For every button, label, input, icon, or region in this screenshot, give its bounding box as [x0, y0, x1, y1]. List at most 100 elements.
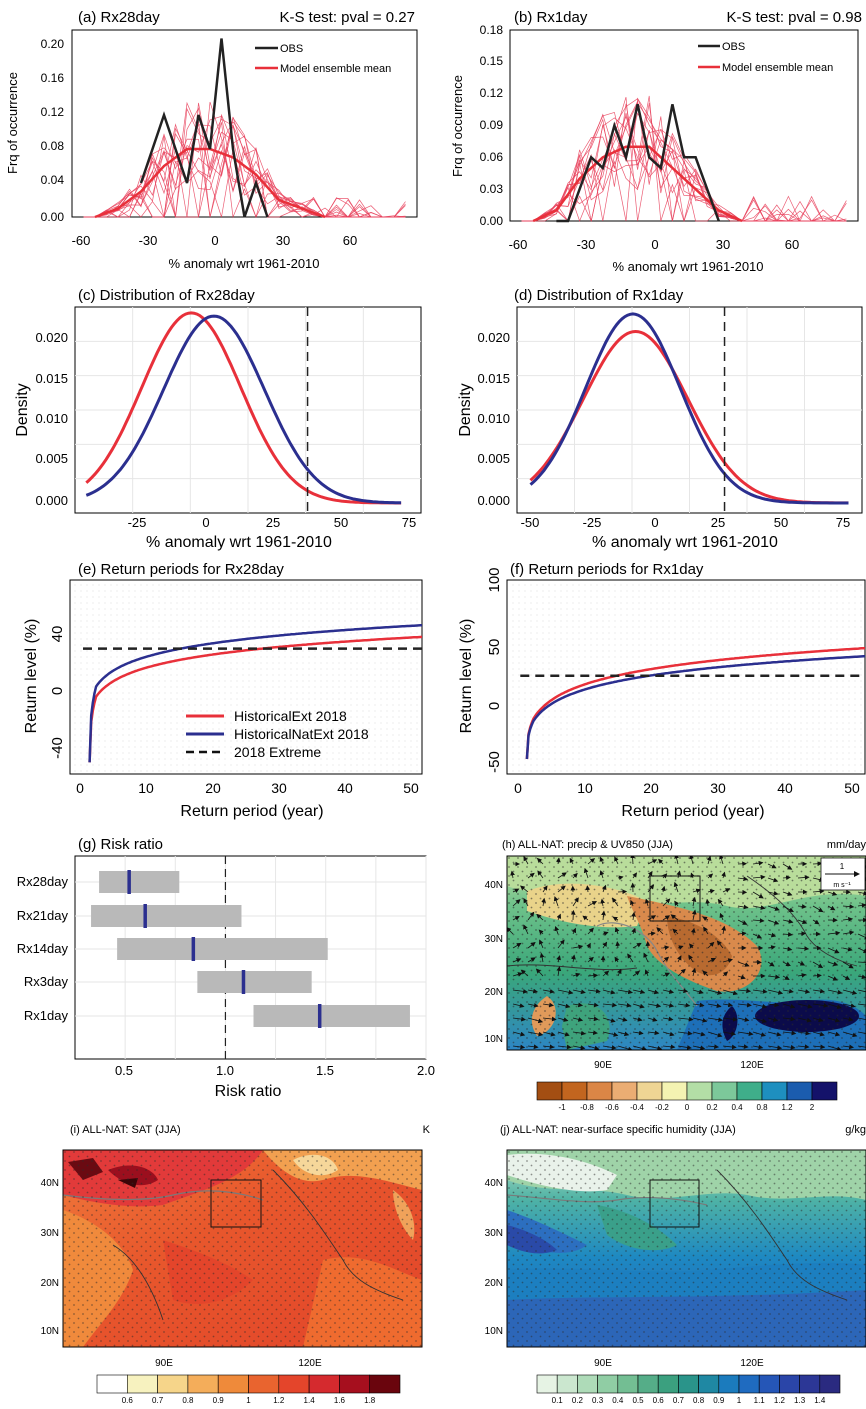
panel-g-title: (g) Risk ratio	[78, 836, 163, 853]
svg-text:40: 40	[337, 780, 353, 796]
svg-text:20: 20	[643, 780, 659, 796]
colorbar-tick: 0.8	[182, 1396, 194, 1405]
colorbar-tick: 0.8	[693, 1396, 705, 1405]
panel-e-xticks: 0 10 20 30 40 50	[76, 780, 419, 796]
panel-c-ylabel: Density	[14, 383, 31, 436]
panel-j: (j) ALL-NAT: near-surface specific humid…	[485, 1124, 866, 1405]
colorbar-tick: 0.6	[653, 1396, 665, 1405]
svg-text:50: 50	[403, 780, 419, 796]
panel-f-yticks: -50 0 50 100	[486, 567, 503, 772]
colorbar-tick: 1.6	[334, 1396, 346, 1405]
svg-text:-30: -30	[139, 233, 158, 248]
colorbar-tick: -0.8	[580, 1103, 594, 1112]
svg-text:0.12: 0.12	[480, 86, 504, 100]
svg-text:10: 10	[138, 780, 154, 796]
panel-i: (i) ALL-NAT: SAT (JJA) K 40N 30N 20N 10N	[41, 1124, 431, 1405]
panel-h-map: 1 m s⁻¹	[507, 856, 866, 1050]
svg-text:50: 50	[334, 515, 348, 530]
panel-h-lat: 40N 30N 20N 10N	[485, 880, 503, 1045]
panel-i-map	[63, 1150, 422, 1347]
svg-text:100: 100	[486, 567, 503, 592]
panel-e-xlabel: Return period (year)	[180, 803, 323, 820]
svg-text:10: 10	[577, 780, 593, 796]
svg-text:-30: -30	[577, 237, 596, 252]
panel-e: (e) Return periods for Rx28day -40 0 40 …	[23, 561, 423, 820]
svg-text:50: 50	[844, 780, 860, 796]
panel-f-title: (f) Return periods for Rx1day	[510, 561, 704, 578]
svg-text:-40: -40	[49, 737, 66, 759]
colorbar-tick: 1.4	[814, 1396, 826, 1405]
panel-f-xlabel: Return period (year)	[621, 803, 764, 820]
svg-text:0: 0	[202, 515, 209, 530]
svg-text:0.000: 0.000	[35, 493, 68, 508]
svg-text:25: 25	[711, 515, 725, 530]
panel-h-lon: 90E 120E	[594, 1060, 764, 1071]
panel-a-legend: OBS Model ensemble mean	[255, 43, 391, 75]
panel-b-test: K-S test: pval = 0.98	[727, 9, 863, 26]
panel-g-plot	[75, 856, 427, 1059]
panel-c-yticks: 0.000 0.005 0.010 0.015 0.020	[35, 330, 68, 508]
panel-f-plot	[520, 646, 866, 760]
ensemble-member-line	[83, 127, 406, 218]
ensemble-member-line	[83, 147, 406, 219]
colorbar-tick: -0.4	[630, 1103, 644, 1112]
svg-text:30: 30	[710, 780, 726, 796]
svg-text:-50: -50	[521, 515, 540, 530]
panel-a-ylabel: Frq of occurrence	[5, 72, 20, 174]
nat-density-line	[529, 312, 849, 505]
panel-b-title: (b) Rx1day	[514, 9, 588, 26]
svg-text:2018 Extreme: 2018 Extreme	[234, 744, 321, 760]
svg-text:20N: 20N	[485, 1278, 503, 1289]
svg-text:0: 0	[651, 237, 658, 252]
colorbar-tick: 0.8	[756, 1103, 768, 1112]
panel-h-colorbar: -1 -0.8 -0.6 -0.4 -0.2 0 0.2 0.4 0.8 1.2 2	[536, 1081, 838, 1112]
svg-text:120E: 120E	[298, 1358, 322, 1369]
svg-text:0.015: 0.015	[477, 371, 510, 386]
panel-j-unit: g/kg	[845, 1124, 866, 1136]
colorbar-tick: 1	[246, 1396, 251, 1405]
svg-text:40N: 40N	[485, 880, 503, 891]
colorbar-tick: 1.2	[774, 1396, 786, 1405]
panel-j-map	[507, 1150, 866, 1347]
panel-h-unit: mm/day	[827, 839, 866, 851]
svg-text:90E: 90E	[594, 1358, 612, 1369]
svg-text:HistoricalExt 2018: HistoricalExt 2018	[234, 708, 347, 724]
panel-g-xticks: 0.5 1.0 1.5 2.0	[115, 1063, 435, 1078]
panel-b-ylabel: Frq of occurrence	[450, 75, 465, 177]
svg-text:0: 0	[651, 515, 658, 530]
svg-text:0.020: 0.020	[35, 330, 68, 345]
colorbar-tick: 0.6	[122, 1396, 134, 1405]
panel-e-ylabel: Return level (%)	[23, 619, 40, 734]
svg-text:50: 50	[774, 515, 788, 530]
svg-text:50: 50	[486, 639, 503, 656]
panel-a: (a) Rx28day K-S test: pval = 0.27 0.00 0…	[5, 9, 418, 271]
svg-text:40N: 40N	[485, 1178, 503, 1189]
svg-text:90E: 90E	[594, 1060, 612, 1071]
panel-b-xlabel: % anomaly wrt 1961-2010	[612, 259, 763, 274]
svg-text:30: 30	[271, 780, 287, 796]
panel-i-lat: 40N 30N 20N 10N	[41, 1178, 59, 1337]
panel-e-plot	[83, 623, 423, 763]
panel-d-yticks: 0.000 0.005 0.010 0.015 0.020	[477, 330, 510, 508]
ensemble-member-line	[83, 124, 406, 218]
panel-c-xlabel: % anomaly wrt 1961-2010	[146, 534, 332, 551]
svg-text:0.04: 0.04	[41, 173, 65, 187]
risk-ratio-bar	[99, 871, 180, 893]
panel-d-xticks: -50 -25 0 25 50 75	[521, 515, 851, 530]
svg-text:120E: 120E	[740, 1060, 764, 1071]
ensemble-member-line	[521, 98, 847, 222]
svg-text:0.005: 0.005	[35, 451, 68, 466]
svg-text:Model ensemble mean: Model ensemble mean	[280, 63, 391, 75]
svg-text:40: 40	[777, 780, 793, 796]
svg-text:90E: 90E	[155, 1358, 173, 1369]
colorbar-tick: 1.2	[273, 1396, 285, 1405]
hist-return-line	[525, 646, 866, 760]
panel-b-legend: OBS Model ensemble mean	[698, 41, 833, 74]
svg-text:HistoricalNatExt 2018: HistoricalNatExt 2018	[234, 726, 369, 742]
svg-text:10N: 10N	[485, 1034, 503, 1045]
colorbar-tick: -0.2	[655, 1103, 669, 1112]
svg-text:75: 75	[402, 515, 416, 530]
svg-text:Rx3day: Rx3day	[24, 974, 69, 989]
colorbar-tick: 1.2	[781, 1103, 793, 1112]
panel-h-vector-unit: m s⁻¹	[833, 882, 851, 889]
